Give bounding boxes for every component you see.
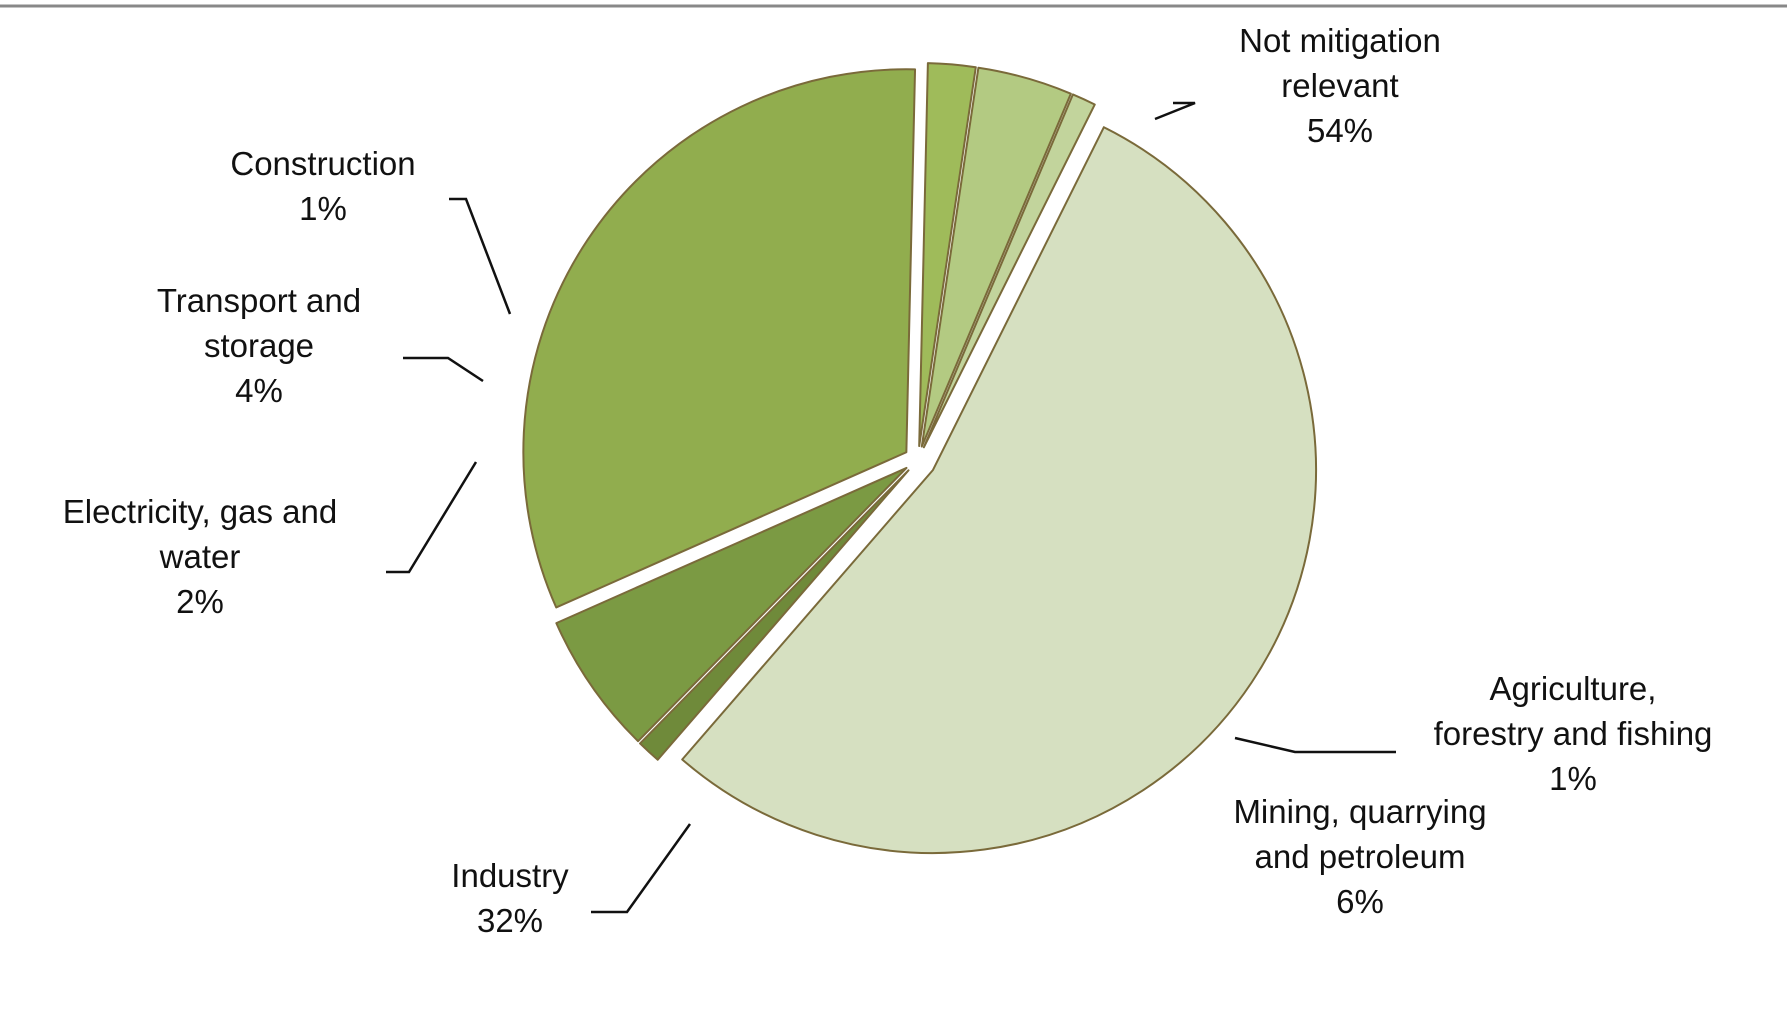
slice-value-label: 32% [477,902,543,939]
slice-value-label: 1% [1549,760,1597,797]
slice-value-label: 2% [176,583,224,620]
slice-value-label: 4% [235,372,283,409]
slice-label-line: Industry [451,857,569,894]
slice-label: Not mitigation relevant 54% [1239,22,1441,149]
slice-label: Mining, quarrying and petroleum 6% [1233,793,1486,920]
leader-line [591,823,692,914]
slice-label: Construction 1% [230,145,415,227]
leader-line [403,356,484,383]
leader-lines [386,101,1396,914]
slice-label: Transport and storage 4% [157,282,361,409]
slice-label-line: Mining, quarrying [1233,793,1486,830]
pie-slice [918,62,977,448]
slice-label-line: Not mitigation [1239,22,1441,59]
slice-label-line: storage [204,327,314,364]
leader-line [449,197,512,315]
pie-slice [639,469,910,761]
slice-label-line: relevant [1281,67,1398,104]
slice-label-line: Transport and [157,282,361,319]
slice-value-label: 1% [299,190,347,227]
pie-slice [522,68,917,609]
slice-label-line: Electricity, gas and [63,493,338,530]
leader-line [1154,101,1196,121]
pie-slice [681,126,1317,854]
slice-value-label: 54% [1307,112,1373,149]
pie-slices [522,62,1317,854]
slice-label: Electricity, gas and water 2% [63,493,338,620]
slice-value-label: 6% [1336,883,1384,920]
slice-label-line: and petroleum [1255,838,1466,875]
slice-label-line: forestry and fishing [1434,715,1713,752]
slice-labels: Not mitigation relevant 54% Agriculture, for… [63,22,1713,939]
pie-slice [920,66,1072,448]
pie-slice [922,93,1096,449]
slice-label: Agriculture, forestry and fishing 1% [1434,670,1713,797]
slice-label-line: water [159,538,241,575]
leader-line [1234,736,1396,754]
slice-label-line: Agriculture, [1490,670,1657,707]
pie-slice [555,466,908,743]
leader-line [386,461,478,574]
slice-label: Industry 32% [451,857,569,939]
slice-label-line: Construction [230,145,415,182]
